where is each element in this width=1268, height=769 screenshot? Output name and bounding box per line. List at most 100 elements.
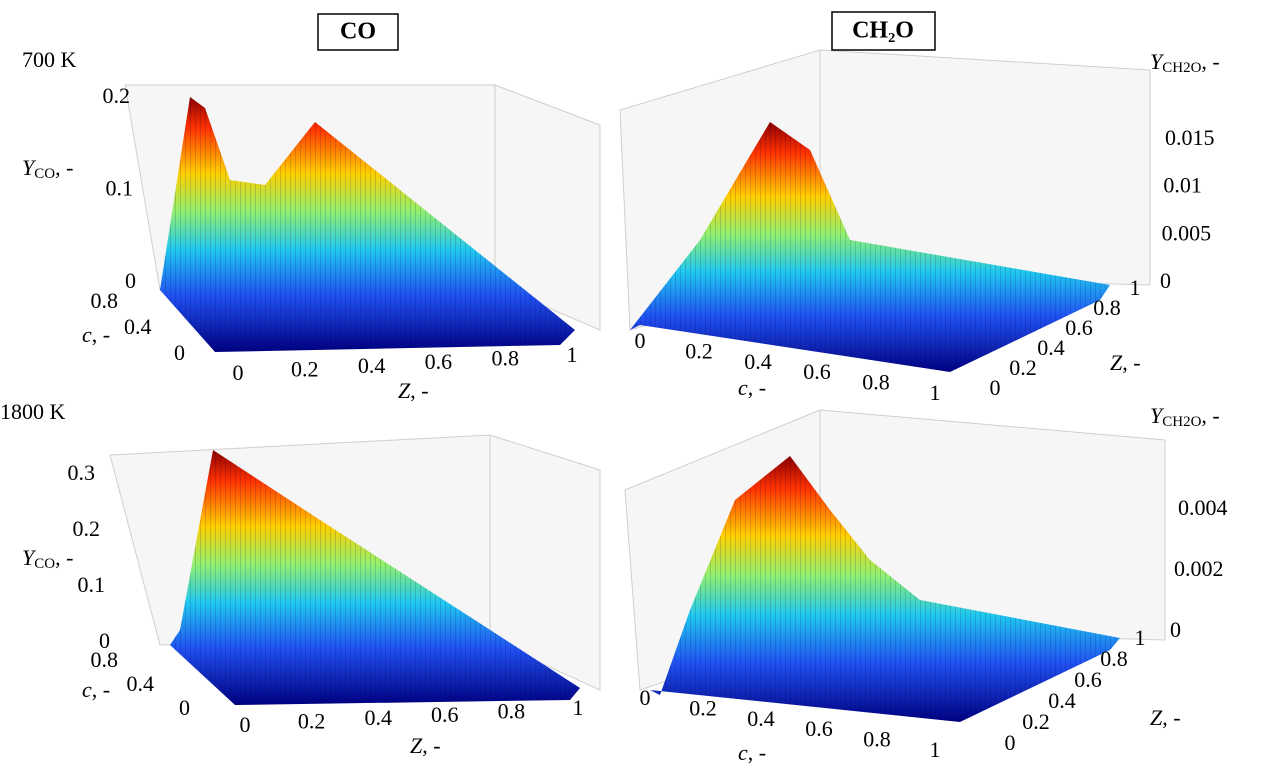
row-label: 700 K [22,47,77,72]
z-tick-label: 0 [1005,730,1016,755]
surface-mesh [160,97,575,352]
axis-unit: , - [1162,705,1180,730]
c-tick-label: 0 [179,695,190,720]
z-tick-label: 0.8 [1093,295,1121,320]
c-tick-label: 0.8 [91,288,119,313]
axis-label: YCO, - [22,545,73,572]
axis-symbol: Y [1150,49,1165,74]
y-tick-label: 0.005 [1162,220,1212,245]
surface-mesh [650,456,1120,722]
z-tick-label: 0.8 [1100,646,1128,671]
axis-unit: , - [55,545,73,570]
c-tick-label: 0.2 [689,695,717,720]
c-tick-label: 0.8 [863,727,891,752]
column-header: CH₂O [852,18,914,44]
row-label: 1800 K [0,399,66,424]
axis-symbol: Z [1150,705,1163,730]
axis-label: Z, - [1150,705,1181,730]
axis-symbol: Z [1110,350,1123,375]
axis-label: Z, - [1110,350,1141,375]
axis-subscript: CH2O [1162,60,1201,76]
c-tick-label: 0.6 [805,716,833,741]
z-tick-label: 0 [233,360,244,385]
z-tick-label: 0.6 [425,349,453,374]
axis-subscript: CH2O [1162,414,1201,430]
axis-label: YCH2O, - [1150,403,1220,430]
axis-symbol: c [82,677,92,702]
y-tick-label: 0.004 [1178,495,1228,520]
y-tick-label: 0.01 [1163,173,1202,198]
axis-symbol: c [738,375,748,400]
axis-label: YCH2O, - [1150,49,1220,76]
z-tick-label: 0.6 [431,702,459,727]
c-tick-label: 0 [635,328,646,353]
y-tick-label: 0.2 [103,83,131,108]
axis-unit: , - [55,155,73,180]
axis-label: c, - [82,322,110,347]
z-tick-label: 1 [1130,275,1141,300]
surfaces [160,97,1120,722]
axis-label: Z, - [410,733,441,758]
axis-label: YCO, - [22,155,73,182]
y-tick-label: 0 [1160,268,1171,293]
z-tick-label: 0.8 [491,346,519,371]
axis-subscript: CO [34,166,55,182]
axis-unit: , - [92,322,110,347]
y-tick-label: 0 [1170,617,1181,642]
axis-unit: , - [1201,403,1219,428]
axis-subscript: CO [34,556,55,572]
c-tick-label: 0.8 [862,370,890,395]
header-box [317,13,399,51]
y-tick-label: 0.2 [73,516,101,541]
axis-unit: , - [748,375,766,400]
z-tick-label: 1 [573,695,584,720]
axis-label: c, - [738,740,766,765]
y-tick-label: 0 [125,268,136,293]
z-tick-label: 0 [240,712,251,737]
y-tick-label: 0.002 [1174,556,1224,581]
axis-symbol: Z [398,378,411,403]
z-tick-label: 0.2 [1022,709,1050,734]
c-tick-label: 0.4 [747,706,775,731]
axis-symbol: Y [22,545,37,570]
z-tick-label: 0.2 [291,356,319,381]
z-tick-label: 0.8 [498,698,526,723]
column-header: CO [340,19,376,45]
axis-unit: , - [422,733,440,758]
axis-symbol: Y [22,155,37,180]
z-tick-label: 1 [567,342,578,367]
c-tick-label: 1 [930,380,941,405]
z-tick-label: 0 [990,375,1001,400]
z-tick-label: 0.4 [364,705,392,730]
axis-symbol: c [82,322,92,347]
axis-unit: , - [1201,49,1219,74]
z-tick-label: 0.6 [1065,315,1093,340]
header-box [831,11,936,51]
surface-mesh [630,122,1110,372]
z-tick-label: 0.4 [1037,335,1065,360]
axis-unit: , - [1122,350,1140,375]
c-tick-label: 0.4 [744,349,772,374]
z-tick-label: 0.4 [1048,688,1076,713]
c-tick-label: 1 [930,737,941,762]
y-tick-label: 0 [99,628,110,653]
z-tick-label: 1 [1135,625,1146,650]
c-tick-label: 0.2 [685,338,713,363]
y-tick-label: 0.1 [106,176,134,201]
c-tick-label: 0.8 [91,647,119,672]
c-tick-label: 0 [174,340,185,365]
c-tick-label: 0.4 [124,314,152,339]
axis-label: Z, - [398,378,429,403]
y-tick-label: 0.3 [68,460,96,485]
c-tick-label: 0.6 [803,359,831,384]
axis-symbol: c [738,740,748,765]
z-tick-label: 0.6 [1074,667,1102,692]
c-tick-label: 0.4 [127,671,155,696]
axis-unit: , - [410,378,428,403]
axis-symbol: Z [410,733,423,758]
axis-label: c, - [82,677,110,702]
z-tick-label: 0.4 [358,353,386,378]
surface-mesh [170,450,580,705]
z-tick-label: 0.2 [298,709,326,734]
